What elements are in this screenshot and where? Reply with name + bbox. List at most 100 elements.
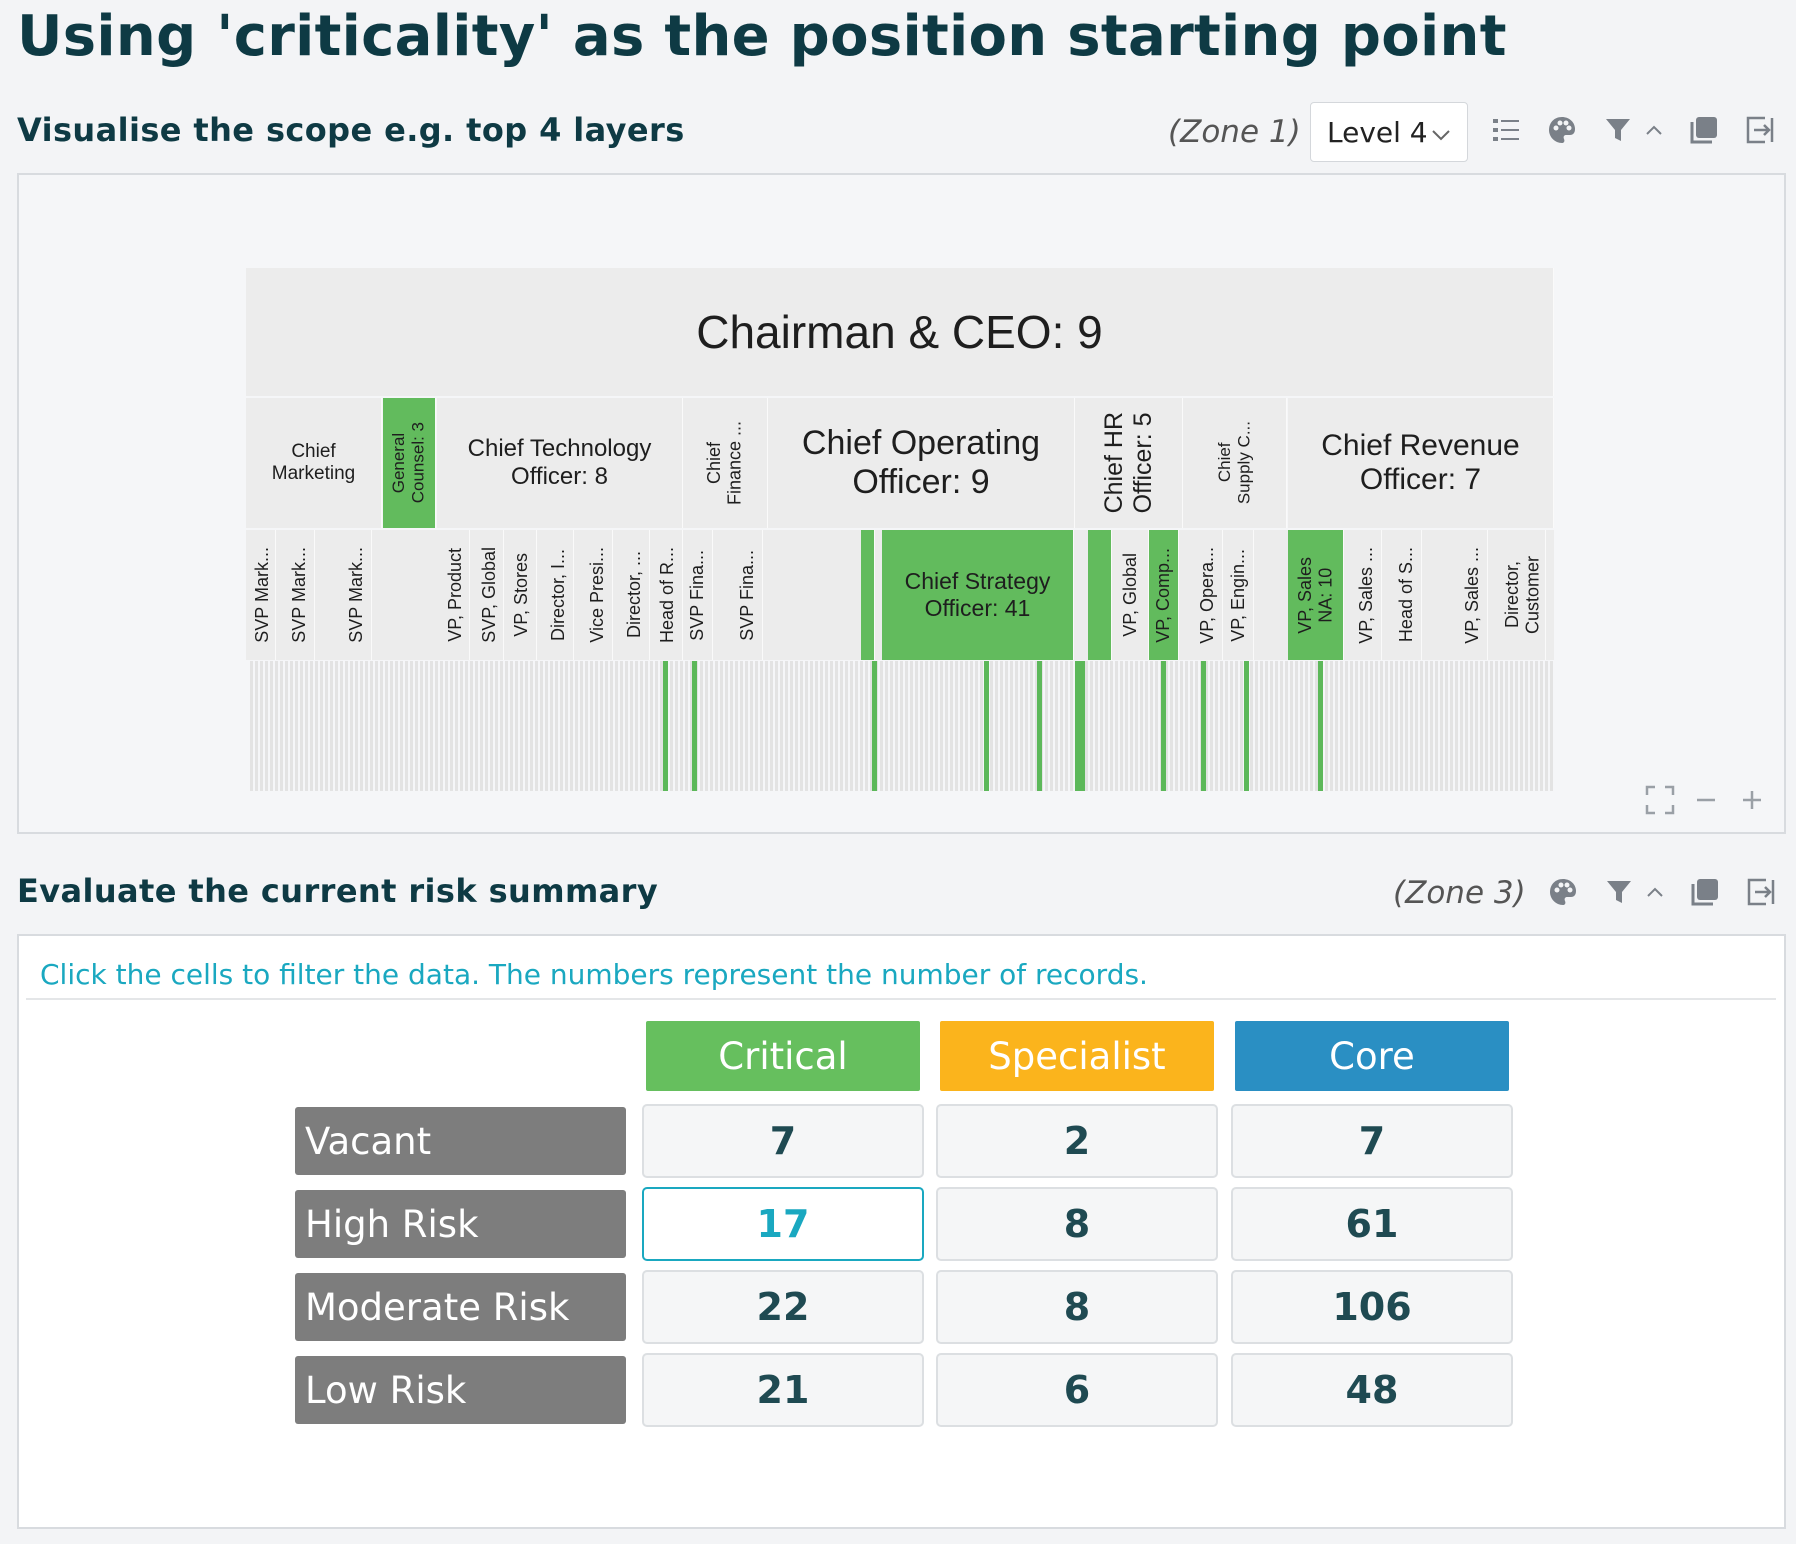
org-leaf-node <box>1235 661 1238 791</box>
org-node-level2[interactable]: General Counsel: 3 <box>383 398 436 528</box>
org-leaf-node <box>255 661 258 791</box>
export-icon[interactable] <box>1745 876 1777 908</box>
org-node-level3-unlabeled[interactable] <box>861 530 875 660</box>
org-node-level3[interactable]: VP, Sales ... <box>1458 530 1488 660</box>
org-leaf-node <box>700 661 703 791</box>
org-leaf-node <box>890 661 893 791</box>
org-node-level3[interactable]: SVP Mark... <box>250 530 276 660</box>
org-leaf-node <box>530 661 533 791</box>
palette-icon[interactable] <box>1547 876 1579 908</box>
org-node-level3[interactable]: VP, Opera... <box>1193 530 1223 660</box>
org-node-level3[interactable]: Chief Strategy Officer: 41 <box>882 530 1074 660</box>
org-node-label: Chief Strategy Officer: 41 <box>904 568 1051 621</box>
matrix-cell-high-risk-critical[interactable]: 17 <box>642 1187 924 1261</box>
org-node-level3[interactable]: SVP, Global <box>476 530 504 660</box>
org-leaf-node <box>600 661 603 791</box>
org-leaf-node <box>785 661 788 791</box>
org-node-label: VP, Sales ... <box>1356 546 1377 644</box>
matrix-cell-moderate-risk-specialist[interactable]: 8 <box>936 1270 1218 1344</box>
row-header-label: Vacant <box>305 1119 432 1163</box>
matrix-cell-moderate-risk-core[interactable]: 106 <box>1231 1270 1513 1344</box>
zone1-toolbar <box>1490 114 1776 146</box>
matrix-cell-vacant-critical[interactable]: 7 <box>642 1104 924 1178</box>
org-node-level2[interactable]: Chief Marketing <box>246 398 382 528</box>
org-node-level2[interactable]: Chief Revenue Officer: 7 <box>1288 398 1554 528</box>
org-node-level3[interactable]: VP, Comp... <box>1149 530 1179 660</box>
fullscreen-icon[interactable] <box>1640 780 1680 820</box>
risk-matrix-hint: Click the cells to filter the data. The … <box>40 958 1148 991</box>
copy-icon[interactable] <box>1688 114 1720 146</box>
org-node-label: General Counsel: 3 <box>389 422 428 504</box>
matrix-cell-low-risk-critical[interactable]: 21 <box>642 1353 924 1427</box>
org-node-level3[interactable]: SVP Mark... <box>342 530 372 660</box>
org-node-level3[interactable]: Director, I... <box>544 530 574 660</box>
org-node-level3[interactable]: Director, ... <box>620 530 650 660</box>
column-header-core[interactable]: Core <box>1235 1021 1509 1091</box>
collapse-icon[interactable] <box>1645 876 1665 908</box>
org-node-level3-unlabeled[interactable] <box>1088 530 1112 660</box>
org-leaf-node <box>1225 661 1228 791</box>
org-leaf-node <box>355 661 358 791</box>
matrix-cell-high-risk-specialist[interactable]: 8 <box>936 1187 1218 1261</box>
row-header-vacant[interactable]: Vacant <box>295 1107 626 1175</box>
matrix-cell-vacant-core[interactable]: 7 <box>1231 1104 1513 1178</box>
org-leaf-node <box>1465 661 1468 791</box>
matrix-cell-low-risk-core[interactable]: 48 <box>1231 1353 1513 1427</box>
org-node-level3[interactable]: Head of S... <box>1392 530 1422 660</box>
column-header-specialist[interactable]: Specialist <box>940 1021 1214 1091</box>
collapse-icon[interactable] <box>1644 114 1664 146</box>
org-node-level2[interactable]: Chief Technology Officer: 8 <box>437 398 683 528</box>
org-node-root[interactable]: Chairman & CEO: 9 <box>246 268 1554 396</box>
org-leaf-node <box>1410 661 1413 791</box>
zoom-in-icon[interactable] <box>1732 780 1772 820</box>
copy-icon[interactable] <box>1689 876 1721 908</box>
org-node-level3[interactable]: Head of R... <box>653 530 683 660</box>
org-node-level2[interactable]: Chief Supply C... <box>1183 398 1287 528</box>
matrix-cell-high-risk-core[interactable]: 61 <box>1231 1187 1513 1261</box>
palette-icon[interactable] <box>1546 114 1578 146</box>
org-node-level3[interactable]: VP, Sales NA: 10 <box>1288 530 1344 660</box>
org-node-level3[interactable]: VP, Stores <box>507 530 537 660</box>
org-leaf-node <box>1195 661 1198 791</box>
org-node-label: Chief HR Officer: 5 <box>1099 412 1157 514</box>
org-node-level3[interactable]: SVP Fina... <box>683 530 713 660</box>
zoom-controls <box>1640 780 1772 820</box>
row-header-low-risk[interactable]: Low Risk <box>295 1356 626 1424</box>
org-leaf-node <box>975 661 978 791</box>
org-node-level3[interactable]: VP, Engin... <box>1224 530 1254 660</box>
org-node-level3[interactable]: SVP Fina... <box>733 530 763 660</box>
filter-icon[interactable] <box>1603 876 1635 908</box>
matrix-cell-low-risk-specialist[interactable]: 6 <box>936 1353 1218 1427</box>
matrix-cell-vacant-specialist[interactable]: 2 <box>936 1104 1218 1178</box>
org-node-label: Director, I... <box>548 548 569 642</box>
zone1-title: Visualise the scope e.g. top 4 layers <box>17 111 685 149</box>
org-leaf-node <box>420 661 423 791</box>
list-icon[interactable] <box>1490 114 1522 146</box>
org-node-level3[interactable]: SVP Mark... <box>285 530 315 660</box>
org-node-level2[interactable]: Chief Operating Officer: 9 <box>768 398 1075 528</box>
org-node-level3[interactable]: Director, Customer <box>1500 530 1546 660</box>
org-leaf-node <box>990 661 993 791</box>
org-node-level2[interactable]: Chief Finance ... <box>683 398 768 528</box>
org-node-level3[interactable]: Vice Presi... <box>583 530 613 660</box>
org-node-level3[interactable]: VP, Global <box>1113 530 1149 660</box>
matrix-cell-moderate-risk-critical[interactable]: 22 <box>642 1270 924 1344</box>
filter-icon[interactable] <box>1602 114 1634 146</box>
org-node-label: Head of R... <box>657 546 678 644</box>
level-select[interactable]: Level 4 <box>1310 102 1468 162</box>
zoom-out-icon[interactable] <box>1686 780 1726 820</box>
row-header-moderate-risk[interactable]: Moderate Risk <box>295 1273 626 1341</box>
org-leaf-node <box>275 661 278 791</box>
org-leaf-node <box>1270 661 1273 791</box>
column-header-critical[interactable]: Critical <box>646 1021 920 1091</box>
zone1-label: (Zone 1) <box>1168 114 1301 150</box>
export-icon[interactable] <box>1744 114 1776 146</box>
org-leaf-node <box>550 661 553 791</box>
org-node-level2[interactable]: Chief HR Officer: 5 <box>1075 398 1183 528</box>
org-leaf-node <box>1065 661 1068 791</box>
org-leaf-node <box>865 661 868 791</box>
row-header-high-risk[interactable]: High Risk <box>295 1190 626 1258</box>
org-node-level3[interactable]: VP, Product <box>442 530 470 660</box>
org-node-label: Chief Operating Officer: 9 <box>801 424 1041 501</box>
org-node-level3[interactable]: VP, Sales ... <box>1352 530 1382 660</box>
